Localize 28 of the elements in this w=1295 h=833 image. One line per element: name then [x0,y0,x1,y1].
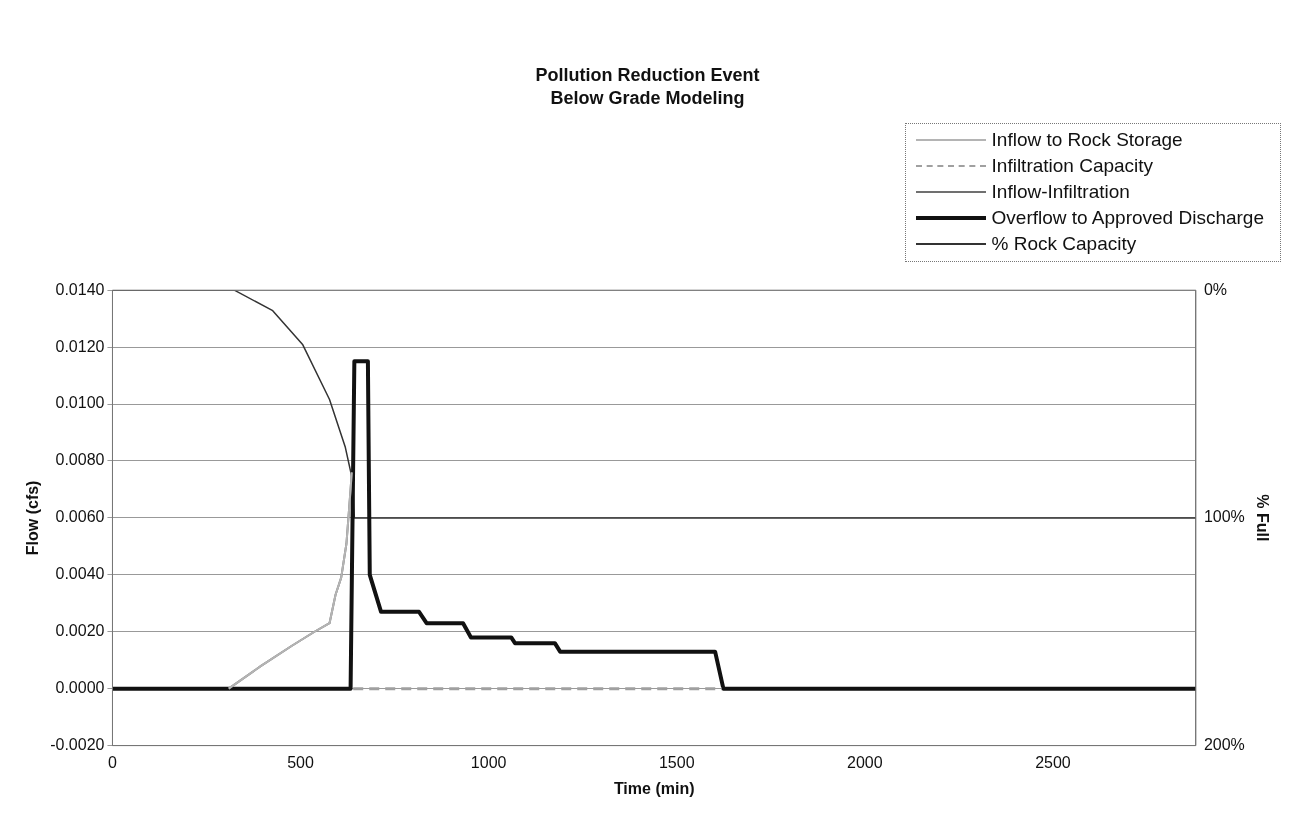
chart-subtitle: Below Grade Modeling [550,88,745,109]
y-axis-title: Flow (cfs) [24,480,42,556]
y-tick-label: 0.0020 [55,622,105,640]
legend-label: Inflow to Rock Storage [991,128,1183,152]
chart-title: Pollution Reduction Event [535,64,760,85]
y-tick-label: 0.0000 [55,679,105,697]
x-tick-label: 2000 [847,753,883,771]
y2-tick-label: 200% [1203,736,1245,754]
x-tick-label: 1000 [470,753,507,771]
y-tick-label: 0.0060 [55,508,105,526]
legend-label: % Rock Capacity [991,232,1137,256]
y-tick-label: 0.0120 [55,337,105,355]
legend-label: Inflow-Infiltration [991,180,1130,204]
y-tick-label: 0.0140 [55,280,105,298]
y-tick-label: -0.0020 [50,736,105,754]
y2-axis-title: % Full [1253,494,1271,542]
x-tick-label: 2500 [1035,753,1071,771]
legend-label: Overflow to Approved Discharge [991,206,1264,230]
y-tick-label: 0.0080 [55,451,105,469]
x-tick-label: 0 [108,753,118,771]
x-axis-title: Time (min) [613,779,695,797]
y-tick-label: 0.0100 [55,394,105,412]
x-tick-label: 500 [287,753,314,771]
y2-tick-label: 0% [1203,280,1227,298]
legend-label: Infiltration Capacity [991,154,1154,178]
y2-tick-label: 100% [1203,508,1245,526]
x-tick-label: 1500 [658,753,695,771]
y-tick-label: 0.0040 [55,565,105,583]
